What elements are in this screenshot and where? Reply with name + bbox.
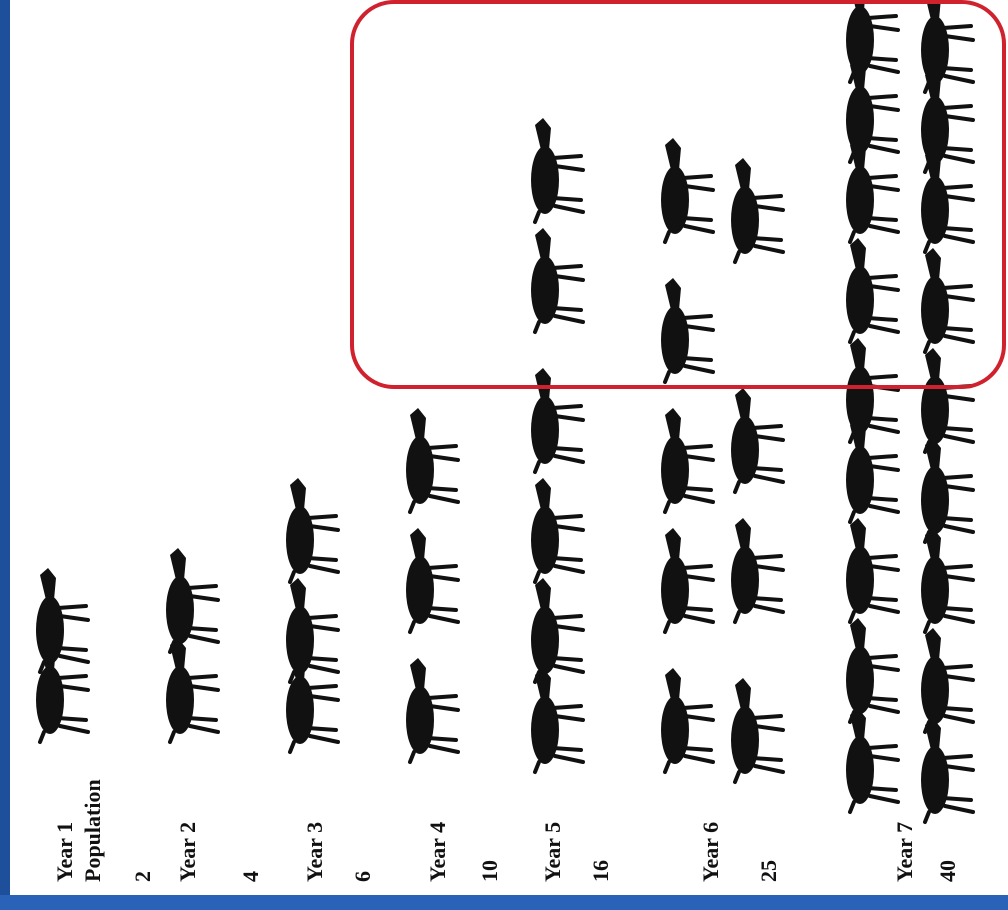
label: 6 [350, 871, 375, 882]
label: 16 [588, 860, 613, 882]
label: 25 [756, 860, 781, 882]
label: Year 1 [52, 822, 77, 882]
label: 10 [477, 860, 502, 882]
label: Population [80, 779, 105, 882]
label: Year 6 [698, 822, 723, 882]
label: 2 [130, 871, 155, 882]
bottom-border [0, 895, 1008, 910]
left-border [0, 0, 10, 910]
scene: Year 1Population 2 Year 2 4 Year 3 6 Year 4 10 Y… [0, 0, 1008, 910]
label: Year 5 [540, 822, 565, 882]
label: 40 [935, 860, 960, 882]
label: Year 2 [175, 822, 200, 882]
label: Year 4 [425, 822, 450, 882]
label: Year 7 [892, 822, 917, 882]
label: 4 [238, 871, 263, 882]
label: Year 3 [302, 822, 327, 882]
